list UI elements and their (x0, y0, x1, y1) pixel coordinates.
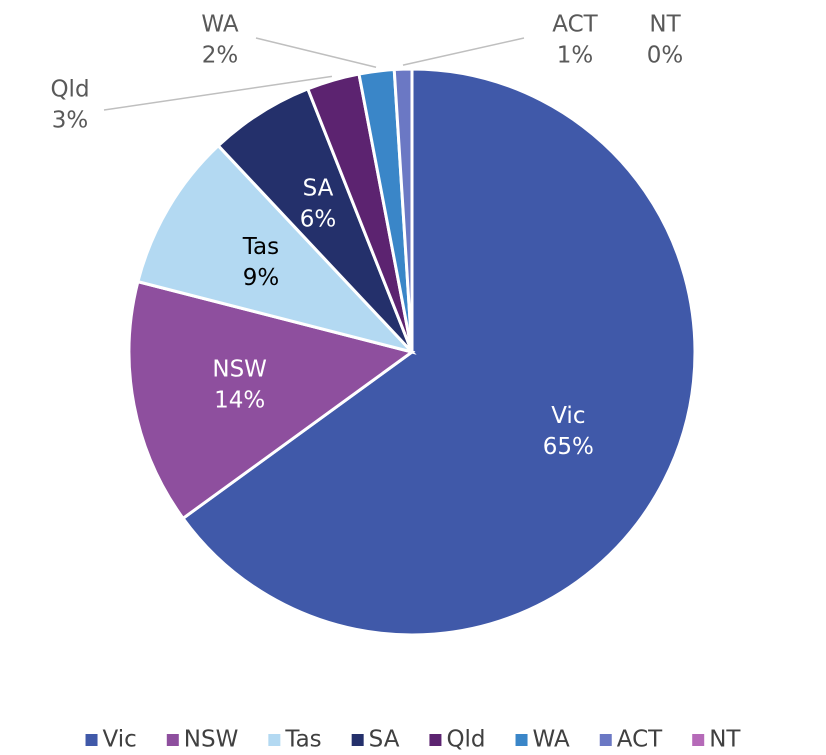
pie-slice (127, 279, 416, 521)
data-label: 0% (647, 43, 684, 69)
legend-swatch (268, 734, 281, 746)
legend-label: NT (709, 727, 741, 753)
data-label-name: ACT (552, 12, 598, 38)
data-label-name: Qld (50, 77, 89, 103)
data-label-name: NSW (212, 356, 267, 382)
legend-label: Tas (284, 727, 321, 753)
legend-swatch (599, 734, 612, 746)
leader-line (255, 37, 377, 68)
data-label-name: NT (649, 12, 681, 38)
pie-slice (136, 143, 417, 355)
legend-label: SA (369, 727, 400, 753)
data-label: 3% (52, 108, 89, 134)
data-label: 9% (243, 265, 280, 291)
legend-swatch (166, 734, 179, 746)
legend-swatch (351, 734, 364, 746)
data-label-name: Tas (242, 234, 279, 260)
data-label: 6% (300, 206, 337, 232)
data-label-name: SA (303, 175, 334, 201)
legend-label: ACT (617, 727, 663, 753)
data-label: 65% (543, 434, 594, 460)
legend-label: Qld (446, 727, 485, 753)
data-label: 2% (202, 43, 239, 69)
data-label-name: Vic (551, 403, 585, 429)
pie-slice (180, 67, 697, 637)
legend-swatch (515, 734, 528, 746)
data-label: 1% (557, 43, 594, 69)
leader-line (402, 37, 525, 66)
data-label-name: WA (201, 12, 238, 38)
legend-label: Vic (103, 727, 137, 753)
legend-label: NSW (184, 727, 239, 753)
legend-swatch (692, 734, 705, 746)
legend-label: WA (533, 727, 570, 753)
leader-line (103, 75, 333, 111)
legend-swatch (85, 734, 98, 746)
legend-swatch (429, 734, 442, 746)
data-label: 14% (214, 387, 265, 413)
